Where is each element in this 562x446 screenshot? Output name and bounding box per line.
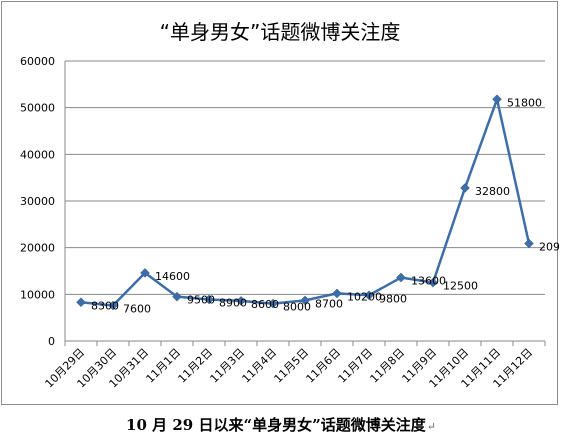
data-label: 8600 xyxy=(251,298,279,311)
gridlines xyxy=(65,60,545,295)
data-label: 14600 xyxy=(155,270,190,283)
figure-caption: 10 月 29 日以来“单身男女”话题微博关注度↵ xyxy=(0,414,562,435)
x-tick-label: 11月5日 xyxy=(272,346,312,386)
line-chart: “单身男女”话题微博关注度 0 10000 20000 30000 40000 50000… xyxy=(20,20,559,390)
data-point-marker xyxy=(492,94,502,105)
data-labels: 8300 7600 14600 9500 8900 8600 8000 8700 1020098… xyxy=(91,96,559,315)
data-point-marker xyxy=(268,298,278,309)
y-tick-label: 30000 xyxy=(20,195,55,208)
paragraph-mark: ↵ xyxy=(426,420,436,433)
y-tick-label: 20000 xyxy=(20,242,55,255)
data-point-marker xyxy=(524,238,534,249)
series-line xyxy=(76,94,534,311)
x-tick-label: 11月2日 xyxy=(176,346,216,386)
y-tick-label: 40000 xyxy=(20,148,55,161)
y-tick-label: 50000 xyxy=(20,102,55,115)
axes: 010000200003000040000500006000010月29日10月… xyxy=(20,55,546,390)
data-label: 8300 xyxy=(91,299,119,312)
data-label: 13600 xyxy=(411,275,446,288)
data-label: 20900 xyxy=(539,240,559,253)
data-point-marker xyxy=(428,277,438,288)
x-tick-label: 11月8日 xyxy=(368,346,408,386)
data-label: 8900 xyxy=(219,296,247,309)
data-label: 10200 xyxy=(347,290,382,303)
y-tick-label: 10000 xyxy=(20,288,55,301)
x-tick-label: 11月3日 xyxy=(208,346,248,386)
data-label: 7600 xyxy=(123,303,151,316)
x-tick-label: 11月6日 xyxy=(304,346,344,386)
series-polyline xyxy=(80,98,531,307)
data-point-marker xyxy=(76,297,86,308)
data-label: 9800 xyxy=(379,292,407,305)
caption-text: 10 月 29 日以来“单身男女”话题微博关注度 xyxy=(126,416,426,434)
data-label: 51800 xyxy=(507,96,542,109)
x-tick-label: 11月7日 xyxy=(336,346,376,386)
data-point-marker xyxy=(460,183,470,193)
x-tick-label: 11月4日 xyxy=(240,346,280,386)
data-point-marker xyxy=(300,295,310,306)
y-tick-label: 60000 xyxy=(20,55,55,68)
data-point-marker xyxy=(396,272,406,283)
data-point-marker xyxy=(108,300,118,311)
chart-frame: “单身男女”话题微博关注度 0 10000 20000 30000 40000 50000… xyxy=(1,1,559,405)
data-label: 12500 xyxy=(443,280,478,293)
data-label: 8000 xyxy=(283,301,311,314)
data-point-marker xyxy=(140,268,150,278)
data-label: 9500 xyxy=(187,294,215,307)
chart-title: “单身男女”话题微博关注度 xyxy=(160,20,401,44)
x-tick-label: 11月1日 xyxy=(144,346,184,386)
data-label: 8700 xyxy=(315,297,343,310)
data-point-marker xyxy=(204,294,214,305)
data-point-marker xyxy=(332,288,342,299)
y-tick-label: 0 xyxy=(48,335,55,348)
data-point-marker xyxy=(172,291,182,302)
data-point-marker xyxy=(236,296,246,306)
data-point-marker xyxy=(364,290,374,301)
data-label: 32800 xyxy=(475,185,510,198)
